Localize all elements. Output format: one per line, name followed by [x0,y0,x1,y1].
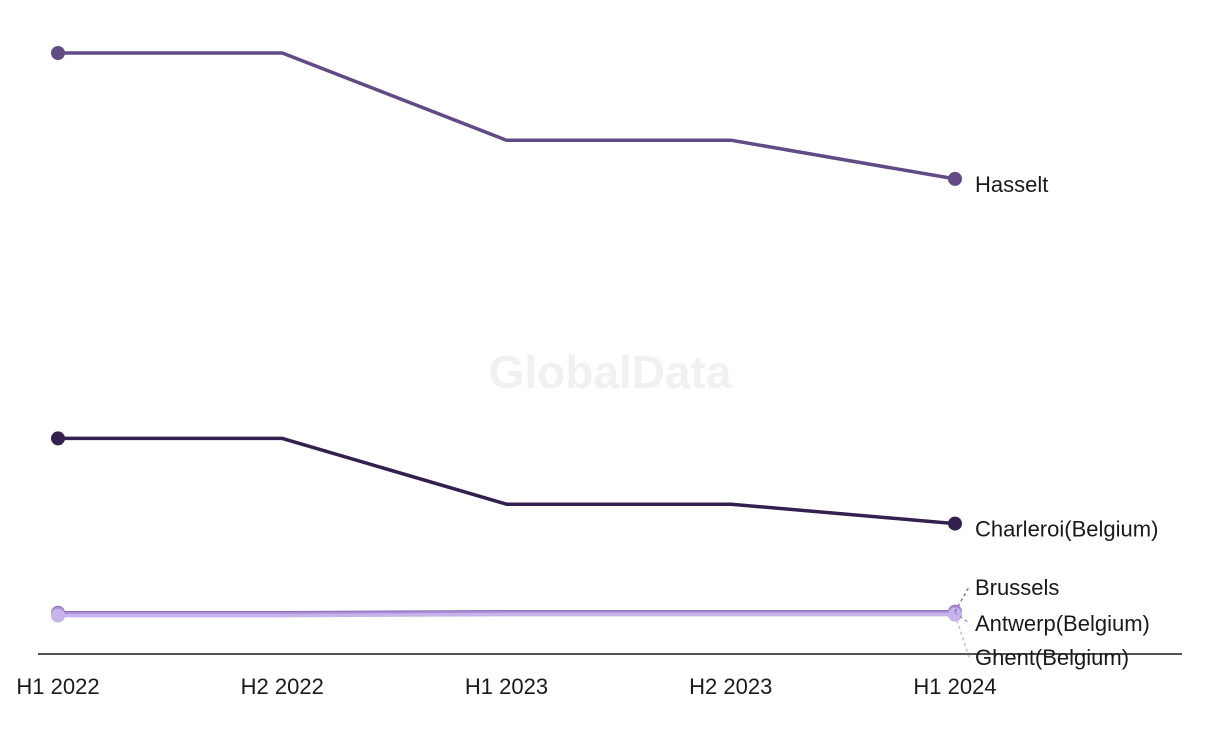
series-label-hasselt: Hasselt [975,172,1048,197]
label-leader-brussels [954,586,970,613]
data-point-charleroi-belgium-h1-2024 [948,516,962,531]
series-labels: Hasselt Charleroi(Belgium) Brussels Antwerp… [954,172,1158,670]
data-point-hasselt-h1-2024 [948,171,962,186]
watermark: GlobalData [489,346,732,398]
data-point-charleroi-belgium-h1-2022 [51,431,65,446]
series-charleroi-belgium [51,431,962,531]
data-point-ghent-belgium-h1-2022 [51,608,65,623]
x-tick-label: H2 2022 [241,674,324,699]
series-hasselt [51,46,962,186]
x-axis-ticks: H1 2022 H2 2022 H1 2023 H2 2023 H1 2024 [16,674,996,699]
label-leader-antwerp-belgium [954,612,970,624]
series-line-hasselt [58,51,956,181]
x-tick-label: H1 2023 [465,674,548,699]
series-label-brussels: Brussels [975,575,1059,600]
x-tick-label: H1 2024 [913,674,996,699]
series-line-charleroi-belgium [58,436,956,526]
series-label-ghent-belgium: Ghent(Belgium) [975,645,1129,670]
series-line-antwerp-belgium [58,610,955,616]
series-ghent-belgium [51,607,962,623]
series-line-ghent-belgium [58,612,955,618]
series-layer [51,46,962,623]
x-tick-label: H1 2022 [16,674,99,699]
x-tick-label: H2 2023 [689,674,772,699]
series-label-charleroi-belgium: Charleroi(Belgium) [975,517,1158,542]
label-leader-ghent-belgium [954,614,970,658]
data-point-hasselt-h1-2022 [51,46,65,60]
series-label-antwerp-belgium: Antwerp(Belgium) [975,611,1150,636]
